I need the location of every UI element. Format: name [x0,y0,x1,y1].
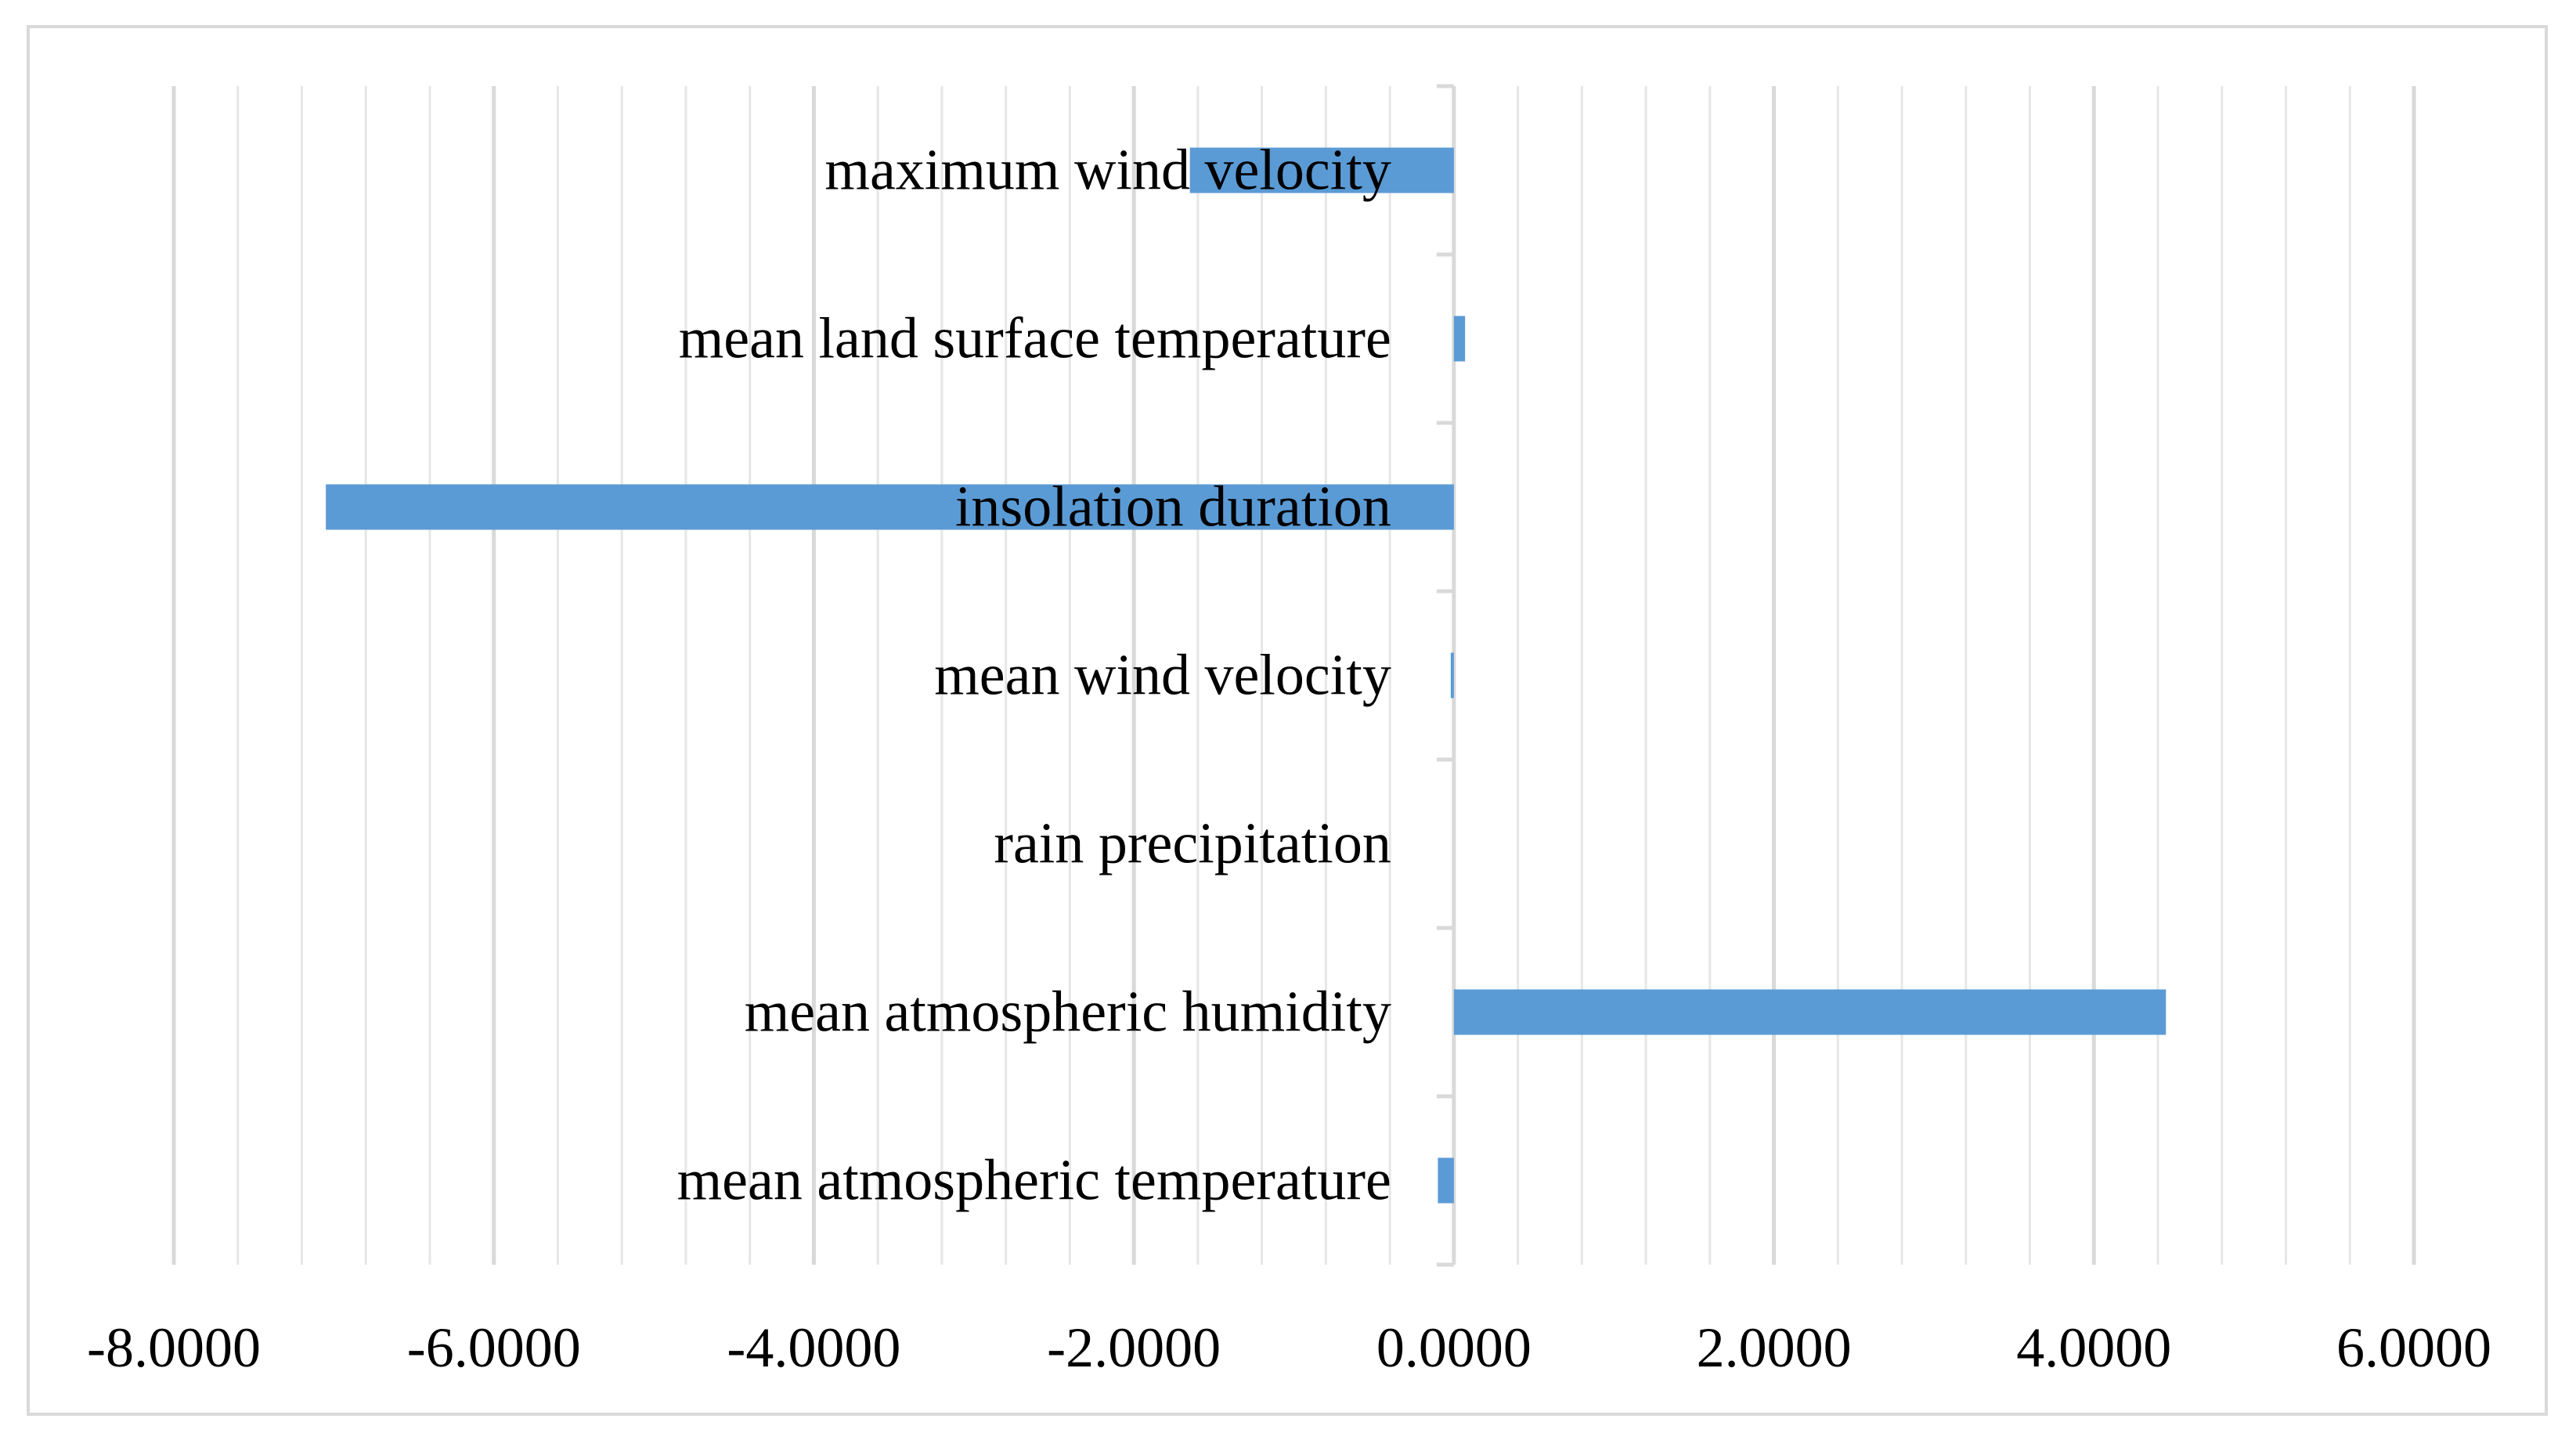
category-label: mean atmospheric temperature [677,1149,1391,1213]
major-gridlines [171,86,2416,1265]
category-label: mean atmospheric humidity [745,980,1391,1045]
bar [1450,652,1454,699]
bar [1453,316,1466,362]
category-label: mean wind velocity [934,644,1391,708]
category-label: rain precipitation [994,812,1391,876]
category-label: maximum wind velocity [824,139,1391,203]
category-label: mean land surface temperature [679,307,1391,371]
bar [1189,147,1454,193]
x-tick-label: 6.0000 [2336,1316,2491,1379]
bar [1453,989,2167,1035]
x-tick-label: 2.0000 [1697,1316,1852,1379]
x-tick-label: -4.0000 [727,1316,900,1379]
minor-gridlines [236,86,2351,1265]
chart-frame [27,25,2548,1416]
category-label: insolation duration [955,475,1391,540]
bars [326,147,2167,1204]
x-tick-label: -8.0000 [87,1316,261,1379]
x-tick-label: 0.0000 [1376,1316,1532,1379]
x-tick-label: 4.0000 [2016,1316,2171,1379]
bar [326,484,1454,530]
x-tick-label: -6.0000 [407,1316,581,1379]
category-labels: mean atmospheric temperature mean atmosph… [677,139,1391,1213]
bar [1438,1157,1454,1204]
x-tick-labels: -8.0000 -6.0000 -4.0000 -2.0000 0.0000 2.0000… [87,1316,2491,1379]
x-tick-label: -2.0000 [1047,1316,1221,1379]
